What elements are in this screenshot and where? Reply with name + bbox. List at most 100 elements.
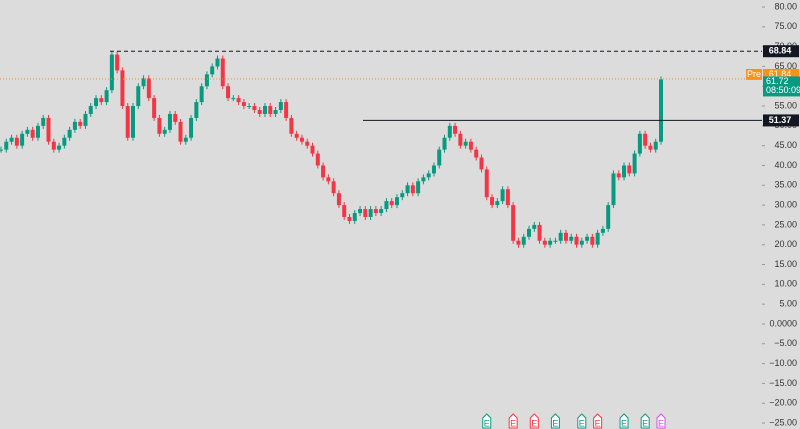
- candle-body: [46, 117, 51, 142]
- y-tick-label: −25.00: [769, 417, 797, 427]
- earnings-marker: [577, 413, 587, 429]
- candle-body: [247, 106, 252, 108]
- candle-body: [585, 236, 590, 241]
- candle-body: [88, 106, 93, 114]
- candle-body: [521, 236, 526, 245]
- candle-body: [9, 137, 14, 142]
- candle-body: [310, 145, 315, 154]
- candle-body: [606, 205, 611, 229]
- candle-body: [637, 133, 642, 154]
- candle-body: [236, 98, 241, 103]
- candle-body: [595, 232, 600, 245]
- earnings-marker: [619, 413, 629, 429]
- candle-body: [474, 149, 479, 158]
- y-tick-label: 20.00: [774, 239, 797, 249]
- candle-body: [257, 110, 262, 114]
- candle-body: [458, 133, 463, 146]
- candle-body: [342, 205, 347, 217]
- y-tick-label: 0.0000: [769, 318, 797, 328]
- y-tick-label: 40.00: [774, 160, 797, 170]
- candle-body: [252, 106, 257, 111]
- premarket-label: 61.84: [769, 69, 792, 79]
- candle-body: [368, 209, 373, 217]
- candle-body: [632, 153, 637, 174]
- candle-body: [99, 98, 104, 103]
- candle-body: [178, 121, 183, 142]
- candle-body: [653, 141, 658, 150]
- price-label: 51.37: [769, 115, 792, 125]
- candle-body: [326, 177, 331, 182]
- candle-body: [263, 106, 267, 114]
- candle-body: [94, 98, 99, 107]
- candle-body: [574, 236, 579, 245]
- candle-body: [215, 58, 220, 67]
- candle-body: [431, 165, 436, 174]
- candle-body: [104, 90, 109, 103]
- candle-body: [157, 117, 162, 134]
- candle-body: [241, 102, 246, 107]
- candle-body: [537, 224, 542, 241]
- candle-body: [648, 145, 653, 150]
- candle-body: [516, 240, 521, 245]
- candle-body: [463, 141, 468, 146]
- y-tick-label: 25.00: [774, 219, 797, 229]
- candle-body: [30, 129, 35, 138]
- candle-body: [189, 117, 194, 138]
- candle-body: [173, 113, 178, 122]
- y-tick-label: −5.00: [774, 338, 797, 348]
- candle-body: [273, 110, 278, 114]
- candle-body: [141, 78, 146, 87]
- candle-body: [447, 125, 452, 138]
- earnings-marker: [656, 413, 666, 429]
- candle-body: [220, 58, 225, 87]
- candle-body: [500, 189, 505, 202]
- candle-body: [204, 74, 209, 87]
- price-label-box: [763, 114, 799, 127]
- earnings-label: E: [579, 418, 585, 428]
- y-tick-label: −20.00: [769, 398, 797, 408]
- earnings-label: E: [621, 418, 627, 428]
- y-tick-label: 65.00: [774, 61, 797, 71]
- earnings-marker: [508, 413, 518, 429]
- candle-body: [41, 117, 46, 126]
- candle-body: [278, 102, 283, 111]
- candle-body: [410, 185, 415, 194]
- candle-body: [421, 177, 426, 182]
- last-price: 61.72: [766, 76, 789, 86]
- candle-body: [331, 181, 336, 194]
- candle-body: [57, 145, 62, 150]
- candle-body: [199, 86, 204, 103]
- y-tick-label: 15.00: [774, 259, 797, 269]
- candle-body: [136, 86, 141, 107]
- candle-body: [294, 133, 299, 138]
- candle-body: [600, 228, 605, 233]
- y-tick-label: −10.00: [769, 358, 797, 368]
- candle-body: [627, 165, 632, 174]
- candle-body: [162, 129, 167, 134]
- candle-body: [336, 193, 341, 206]
- candle-body: [468, 141, 473, 150]
- y-tick-label: 55.00: [774, 100, 797, 110]
- candle-body: [400, 193, 405, 198]
- y-tick-label: 45.00: [774, 140, 797, 150]
- candle-body: [167, 113, 172, 130]
- candle-body: [152, 98, 157, 118]
- candle-body: [194, 102, 199, 118]
- candle-body: [405, 185, 410, 194]
- candle-body: [548, 240, 553, 245]
- candle-body: [453, 125, 458, 134]
- earnings-marker: [640, 413, 650, 429]
- candle-body: [363, 209, 368, 217]
- last-price-box: [763, 76, 800, 97]
- price-label-box: [763, 45, 799, 58]
- candle-body: [20, 133, 25, 146]
- y-tick-label: 80.00: [774, 1, 797, 11]
- candle-body: [553, 240, 558, 242]
- candle-body: [78, 121, 83, 126]
- candle-body: [125, 106, 130, 138]
- premarket-tag-box: [746, 68, 762, 80]
- premarket-tag: Pre: [747, 69, 761, 79]
